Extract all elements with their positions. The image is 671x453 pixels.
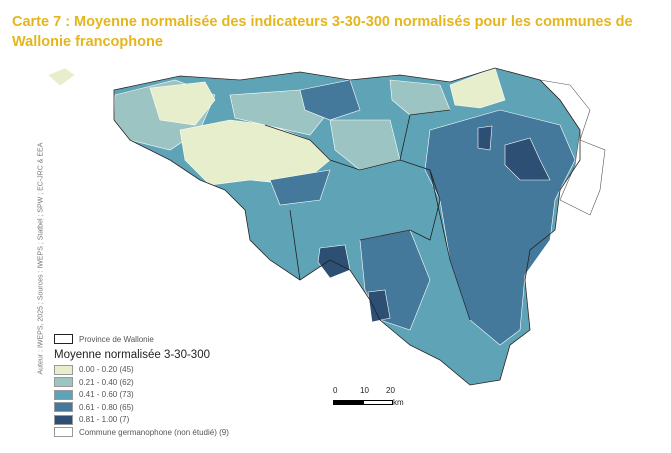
legend-class: 0.81 - 1.00 (7) (54, 414, 229, 427)
legend-class: 0.41 - 0.60 (73) (54, 389, 229, 402)
scale-bar: 0 10 20 km (333, 386, 413, 407)
legend-class-label: 0.81 - 1.00 (7) (79, 415, 130, 425)
region-enclave (47, 67, 76, 87)
region-lightest-1 (149, 81, 216, 126)
legend-swatch (54, 427, 73, 438)
legend-title: Moyenne normalisée 3-30-300 (54, 348, 210, 361)
region-dark-1 (299, 79, 361, 121)
legend-province-label: Province de Wallonie (79, 334, 154, 344)
legend-swatch (54, 377, 73, 388)
legend-class-label: 0.61 - 0.80 (65) (79, 402, 134, 412)
region-darkest-3 (367, 289, 391, 323)
region-darkest-1 (504, 137, 551, 181)
province-borders (113, 67, 581, 386)
scale-unit: km (393, 398, 404, 407)
legend-class-label: 0.00 - 0.20 (45) (79, 365, 134, 375)
region-darkest-4 (477, 125, 493, 151)
scale-tick-10: 10 (360, 386, 369, 395)
legend-class-label: Commune germanophone (non étudié) (9) (79, 427, 229, 437)
map-title: Carte 7 : Moyenne normalisée des indicat… (12, 14, 633, 50)
legend-class: Commune germanophone (non étudié) (9) (54, 426, 229, 439)
region-lightest-3 (449, 67, 506, 109)
legend-swatch (54, 402, 73, 413)
region-dark-2 (269, 169, 331, 206)
legend: Province de Wallonie Moyenne normalisée … (54, 333, 229, 439)
legend-class: 0.00 - 0.20 (45) (54, 364, 229, 377)
legend-swatch (54, 364, 73, 375)
legend-class: 0.61 - 0.80 (65) (54, 401, 229, 414)
scale-tick-0: 0 (333, 386, 338, 395)
region-darkest-2 (317, 244, 351, 279)
province-swatch (54, 334, 73, 345)
legend-class: 0.21 - 0.40 (62) (54, 376, 229, 389)
scale-tick-20: 20 (386, 386, 395, 395)
legend-swatch (54, 414, 73, 425)
legend-province: Province de Wallonie (54, 333, 229, 346)
legend-class-label: 0.41 - 0.60 (73) (79, 390, 134, 400)
legend-class-label: 0.21 - 0.40 (62) (79, 377, 134, 387)
legend-swatch (54, 389, 73, 400)
